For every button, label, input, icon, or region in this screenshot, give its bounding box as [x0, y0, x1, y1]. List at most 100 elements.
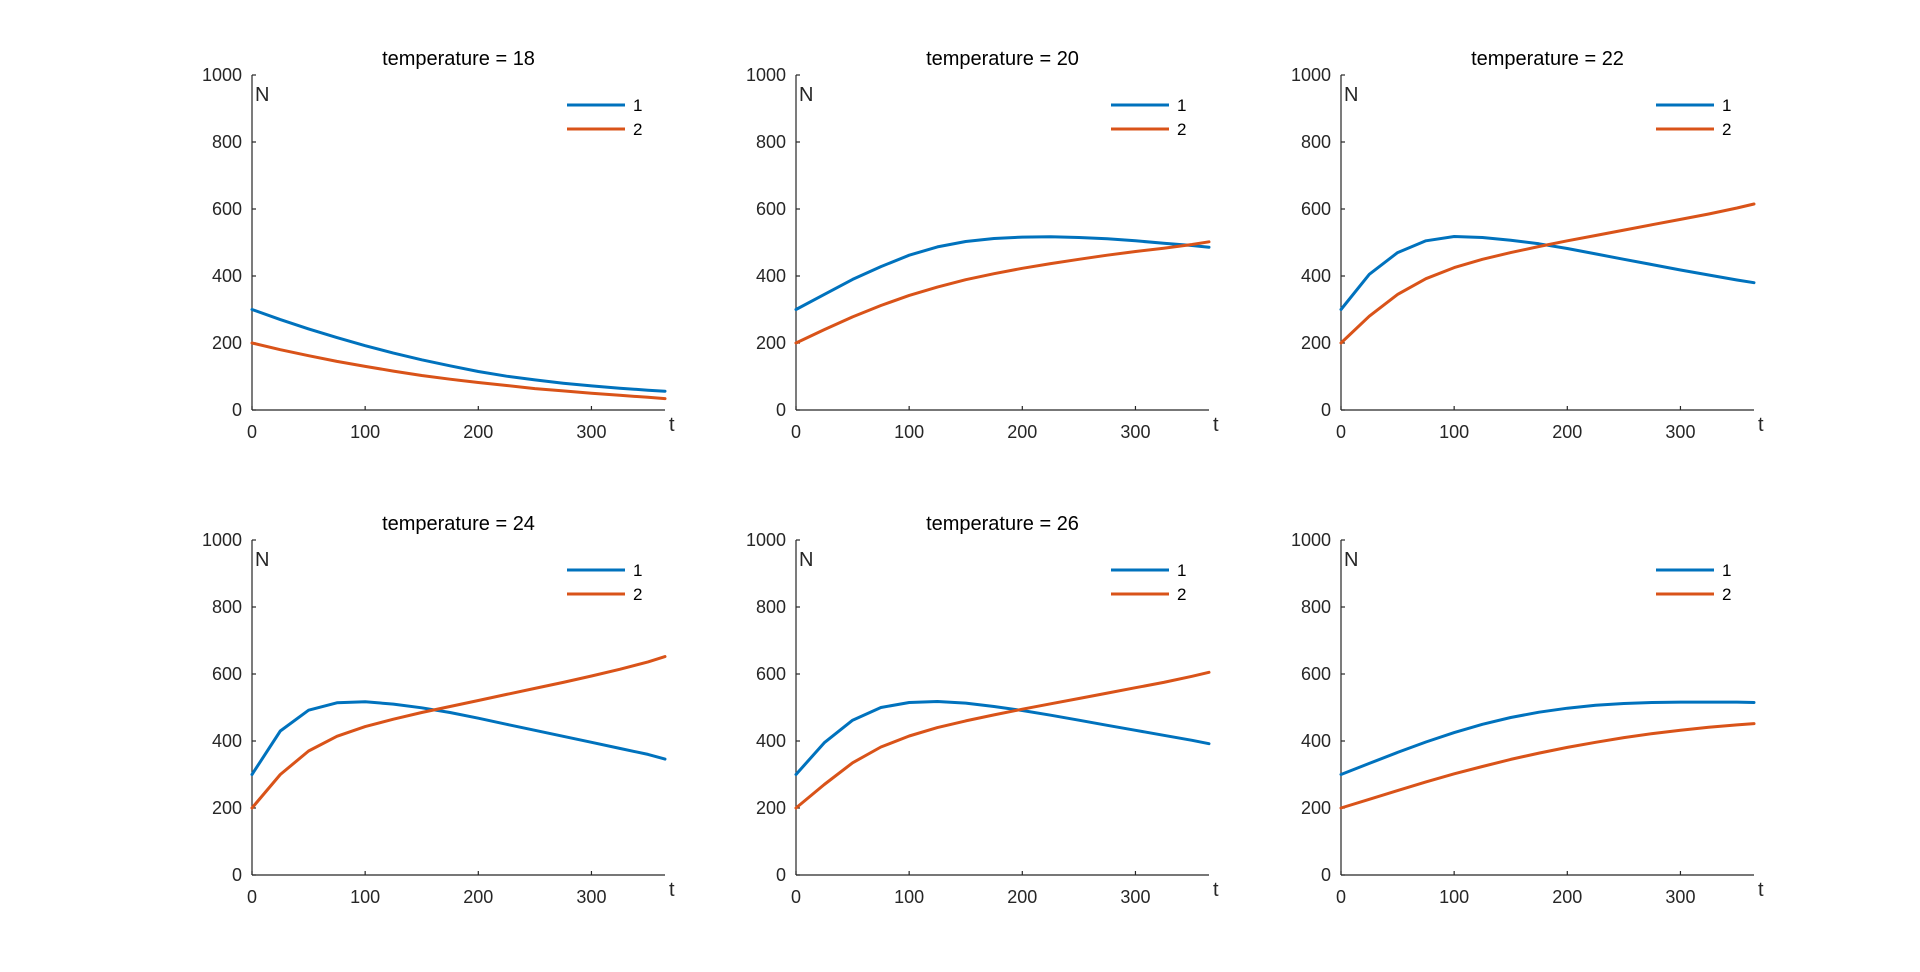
- y-tick-label: 1000: [202, 65, 242, 85]
- series-line-1: [1339, 700, 1756, 776]
- y-tick-label: 0: [1321, 865, 1331, 885]
- x-tick-label: 200: [1552, 422, 1582, 442]
- y-tick-label: 400: [756, 731, 786, 751]
- x-tick-label: 100: [1439, 887, 1469, 907]
- y-tick-label: 0: [776, 400, 786, 420]
- y-tick-label: 1000: [1291, 530, 1331, 550]
- subplot-6: 0 200 400 600 800 1000 0 100 200 300 Nt 1 2: [1291, 530, 1764, 907]
- x-tick-label: 300: [1665, 887, 1695, 907]
- x-tick-label: 300: [1120, 887, 1150, 907]
- x-tick-label: 100: [350, 887, 380, 907]
- y-tick-label: 400: [212, 266, 242, 286]
- subplot-4: temperature = 24 0 200 400 600 800 1000 0 100 200…: [202, 513, 675, 907]
- subplot-5: temperature = 26 0 200 400 600 800 1000 0 100 200…: [746, 513, 1219, 907]
- x-axis-label: t: [1758, 879, 1764, 901]
- y-tick-label: 800: [1301, 597, 1331, 617]
- y-tick-label: 800: [1301, 132, 1331, 152]
- series-line-2: [794, 670, 1211, 810]
- x-axis-label: t: [669, 414, 675, 436]
- x-tick-label: 0: [247, 422, 257, 442]
- y-tick-label: 200: [1301, 798, 1331, 818]
- y-tick-label: 600: [212, 664, 242, 684]
- x-tick-label: 300: [576, 422, 606, 442]
- y-tick-label: 400: [212, 731, 242, 751]
- y-tick-label: 800: [756, 132, 786, 152]
- x-tick-label: 0: [1336, 887, 1346, 907]
- x-tick-label: 300: [576, 887, 606, 907]
- x-tick-label: 0: [1336, 422, 1346, 442]
- y-tick-label: 200: [212, 798, 242, 818]
- subplot-title: temperature = 24: [382, 513, 535, 535]
- legend-label: 2: [633, 585, 642, 604]
- legend-label: 1: [633, 96, 642, 115]
- y-tick-label: 400: [1301, 731, 1331, 751]
- legend-label: 2: [633, 120, 642, 139]
- legend-label: 1: [1722, 561, 1731, 580]
- x-tick-label: 200: [1007, 887, 1037, 907]
- y-tick-label: 1000: [1291, 65, 1331, 85]
- y-tick-label: 200: [756, 798, 786, 818]
- y-tick-label: 400: [1301, 266, 1331, 286]
- y-tick-label: 0: [776, 865, 786, 885]
- legend-label: 1: [1177, 561, 1186, 580]
- y-axis-label: N: [1344, 84, 1358, 106]
- y-tick-label: 800: [756, 597, 786, 617]
- x-axis-label: t: [669, 879, 675, 901]
- y-tick-label: 200: [756, 333, 786, 353]
- legend-label: 2: [1177, 120, 1186, 139]
- x-tick-label: 0: [791, 887, 801, 907]
- y-tick-label: 600: [756, 199, 786, 219]
- x-tick-label: 0: [791, 422, 801, 442]
- legend-label: 1: [1177, 96, 1186, 115]
- x-tick-label: 300: [1120, 422, 1150, 442]
- x-tick-label: 100: [894, 422, 924, 442]
- y-axis-label: N: [799, 549, 813, 571]
- x-tick-label: 100: [894, 887, 924, 907]
- y-axis-label: N: [255, 84, 269, 106]
- legend-label: 1: [633, 561, 642, 580]
- y-tick-label: 200: [1301, 333, 1331, 353]
- y-tick-label: 600: [756, 664, 786, 684]
- x-tick-label: 200: [463, 422, 493, 442]
- legend-label: 2: [1177, 585, 1186, 604]
- x-tick-label: 0: [247, 887, 257, 907]
- y-tick-label: 0: [232, 400, 242, 420]
- subplot-3: temperature = 22 0 200 400 600 800 1000 0 100 200…: [1291, 48, 1764, 442]
- x-axis-label: t: [1213, 879, 1219, 901]
- y-tick-label: 1000: [746, 65, 786, 85]
- legend-label: 2: [1722, 585, 1731, 604]
- series-line-2: [1339, 722, 1756, 810]
- subplot-title: temperature = 18: [382, 48, 535, 70]
- y-tick-label: 400: [756, 266, 786, 286]
- y-tick-label: 800: [212, 132, 242, 152]
- y-axis-label: N: [1344, 549, 1358, 571]
- subplot-title: temperature = 26: [926, 513, 1079, 535]
- x-tick-label: 300: [1665, 422, 1695, 442]
- y-tick-label: 600: [1301, 199, 1331, 219]
- y-tick-label: 800: [212, 597, 242, 617]
- series-line-1: [794, 235, 1211, 311]
- subplot-1: temperature = 18 0 200 400 600 800 1000 0 100 200…: [202, 48, 675, 442]
- y-axis-label: N: [255, 549, 269, 571]
- x-axis-label: t: [1758, 414, 1764, 436]
- y-tick-label: 1000: [746, 530, 786, 550]
- x-axis-label: t: [1213, 414, 1219, 436]
- series-line-1: [1339, 235, 1756, 311]
- x-tick-label: 200: [1552, 887, 1582, 907]
- x-tick-label: 200: [1007, 422, 1037, 442]
- y-tick-label: 0: [232, 865, 242, 885]
- legend-label: 2: [1722, 120, 1731, 139]
- series-line-2: [250, 655, 667, 810]
- subplot-2: temperature = 20 0 200 400 600 800 1000 0 100 200…: [746, 48, 1219, 442]
- y-tick-label: 600: [1301, 664, 1331, 684]
- x-tick-label: 200: [463, 887, 493, 907]
- series-line-1: [250, 700, 667, 776]
- series-line-2: [250, 341, 667, 401]
- x-tick-label: 100: [1439, 422, 1469, 442]
- series-line-1: [794, 700, 1211, 776]
- x-tick-label: 100: [350, 422, 380, 442]
- series-line-2: [1339, 202, 1756, 345]
- y-axis-label: N: [799, 84, 813, 106]
- subplot-title: temperature = 22: [1471, 48, 1624, 70]
